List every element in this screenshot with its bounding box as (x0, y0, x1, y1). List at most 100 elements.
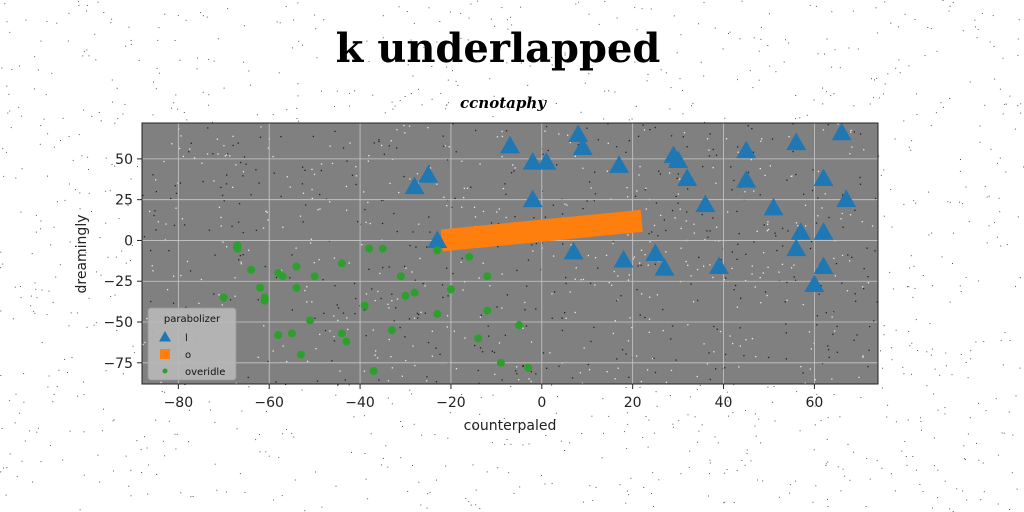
noise-dot (30, 305, 32, 307)
plot-noise-dot (727, 211, 729, 213)
plot-noise-dot (224, 155, 226, 157)
noise-dot (688, 466, 690, 468)
series-l-point (404, 176, 425, 195)
plot-noise-dot (646, 369, 649, 371)
plot-noise-dot (754, 286, 756, 288)
noise-dot (153, 81, 154, 83)
plot-noise-dot (498, 342, 501, 344)
plot-noise-dot (657, 235, 659, 237)
noise-dot (37, 69, 39, 71)
plot-noise-dot (693, 223, 695, 225)
plot-noise-dot (771, 138, 774, 140)
noise-dot (479, 413, 481, 415)
plot-noise-dot (531, 244, 533, 246)
noise-dot (77, 0, 79, 2)
noise-dot (669, 395, 671, 397)
plot-noise-dot (496, 211, 498, 213)
plot-noise-dot (512, 164, 514, 166)
plot-speckle (142, 123, 878, 386)
plot-noise-dot (189, 148, 191, 150)
plot-noise-dot (760, 140, 762, 142)
plot-noise-dot (849, 153, 851, 155)
noise-dot (1020, 112, 1022, 114)
plot-noise-dot (345, 185, 348, 188)
noise-dot (446, 66, 448, 68)
noise-dot (997, 454, 999, 456)
noise-dot (949, 98, 951, 99)
noise-dot (834, 49, 836, 51)
noise-dot (673, 15, 675, 17)
noise-dot (988, 195, 990, 197)
plot-noise-dot (836, 351, 838, 353)
plot-noise-dot (220, 225, 222, 227)
plot-noise-dot (275, 381, 277, 383)
noise-dot (882, 367, 884, 369)
plot-noise-dot (280, 136, 282, 138)
plot-noise-dot (828, 348, 830, 351)
plot-noise-dot (561, 317, 563, 319)
noise-dot (998, 197, 1000, 199)
plot-noise-dot (367, 201, 369, 204)
noise-dot (83, 381, 84, 383)
noise-dot (906, 464, 908, 466)
plot-noise-dot (528, 378, 530, 380)
plot-noise-dot (315, 348, 317, 350)
plot-noise-dot (344, 379, 346, 381)
plot-noise-dot (527, 259, 530, 261)
plot-noise-dot (862, 286, 864, 288)
noise-dot (436, 41, 438, 43)
noise-dot (407, 64, 409, 66)
noise-dot (768, 13, 770, 15)
noise-dot (273, 499, 275, 501)
noise-dot (760, 38, 762, 40)
noise-dot (999, 211, 1001, 213)
plot-noise-dot (257, 356, 259, 358)
noise-dot (826, 438, 828, 440)
plot-noise-dot (329, 330, 331, 332)
noise-dot (449, 412, 451, 414)
plot-noise-dot (859, 176, 861, 179)
plot-noise-dot (565, 282, 567, 285)
plot-noise-dot (427, 341, 430, 344)
noise-dot (1001, 432, 1003, 434)
plot-noise-dot (286, 360, 288, 363)
plot-noise-dot (654, 371, 657, 374)
noise-dot (477, 0, 479, 2)
plot-noise-dot (607, 123, 609, 125)
plot-noise-dot (223, 145, 225, 147)
noise-dot (1015, 395, 1017, 397)
plot-noise-dot (216, 138, 218, 140)
noise-dot (1009, 95, 1011, 97)
plot-noise-dot (435, 347, 437, 349)
noise-dot (64, 359, 66, 360)
noise-dot (212, 121, 213, 123)
noise-dot (966, 499, 968, 501)
noise-dot (93, 324, 95, 326)
plot-noise-dot (355, 175, 358, 177)
noise-dot (190, 496, 192, 498)
plot-noise-dot (173, 275, 175, 277)
noise-dot (298, 40, 300, 42)
legend-label: o (185, 350, 191, 361)
plot-noise-dot (248, 249, 250, 251)
series-overidle-point (233, 241, 242, 250)
noise-dot (125, 45, 127, 47)
noise-dot (736, 470, 738, 471)
plot-noise-dot (452, 123, 454, 125)
noise-dot (986, 242, 988, 244)
plot-noise-dot (709, 230, 711, 232)
noise-dot (296, 107, 298, 109)
noise-dot (840, 490, 842, 492)
plot-noise-dot (532, 250, 534, 252)
plot-noise-dot (155, 191, 157, 193)
plot-noise-dot (363, 370, 366, 372)
series-l-point (522, 152, 543, 170)
noise-dot (658, 479, 660, 481)
plot-noise-dot (398, 191, 400, 194)
noise-dot (847, 443, 849, 445)
noise-dot (641, 8, 643, 10)
noise-dot (703, 2, 705, 4)
plot-noise-dot (201, 162, 203, 164)
noise-dot (519, 486, 521, 488)
noise-dot (297, 83, 299, 85)
